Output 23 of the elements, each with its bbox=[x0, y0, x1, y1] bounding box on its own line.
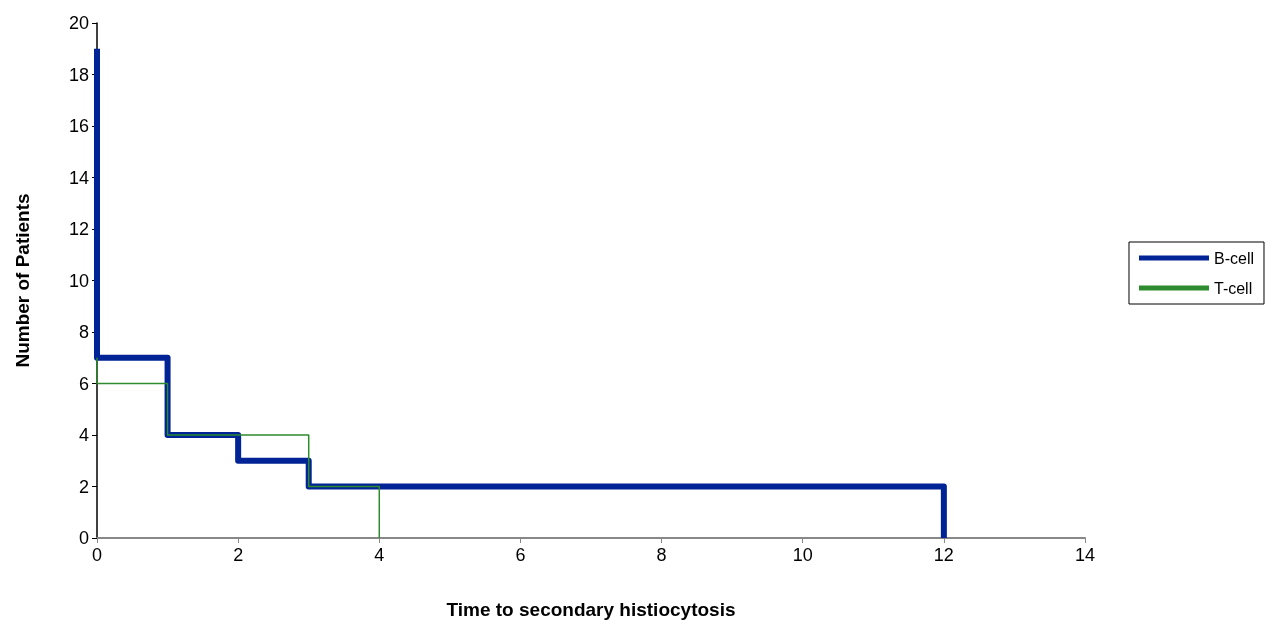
y-tick-label: 8 bbox=[78, 322, 89, 342]
x-tick-label: 12 bbox=[933, 545, 954, 565]
x-tick-label: 4 bbox=[374, 545, 385, 565]
y-axis-title: Number of Patients bbox=[12, 193, 33, 368]
x-tick-label: 10 bbox=[792, 545, 813, 565]
y-tick-label: 14 bbox=[68, 167, 89, 188]
x-tick-label: 0 bbox=[91, 545, 103, 565]
y-tick-label: 10 bbox=[68, 270, 89, 291]
x-tick-label: 6 bbox=[515, 545, 526, 565]
x-tick-label: 2 bbox=[233, 545, 244, 565]
legend-label: B-cell bbox=[1213, 249, 1255, 267]
y-tick-label: 2 bbox=[78, 476, 89, 497]
y-tick-label: 12 bbox=[68, 219, 89, 239]
y-tick-label: 16 bbox=[68, 116, 89, 136]
x-axis-title: Time to secondary histiocytosis bbox=[446, 599, 736, 620]
y-tick-label: 4 bbox=[78, 425, 89, 445]
x-tick-label: 8 bbox=[656, 545, 667, 565]
y-tick-label: 18 bbox=[68, 64, 89, 85]
y-tick-label: 0 bbox=[78, 528, 89, 548]
x-tick-label: 14 bbox=[1074, 545, 1096, 565]
legend-label: T-cell bbox=[1213, 279, 1253, 297]
y-tick-label: 6 bbox=[78, 373, 89, 394]
y-tick-label: 20 bbox=[68, 13, 89, 33]
